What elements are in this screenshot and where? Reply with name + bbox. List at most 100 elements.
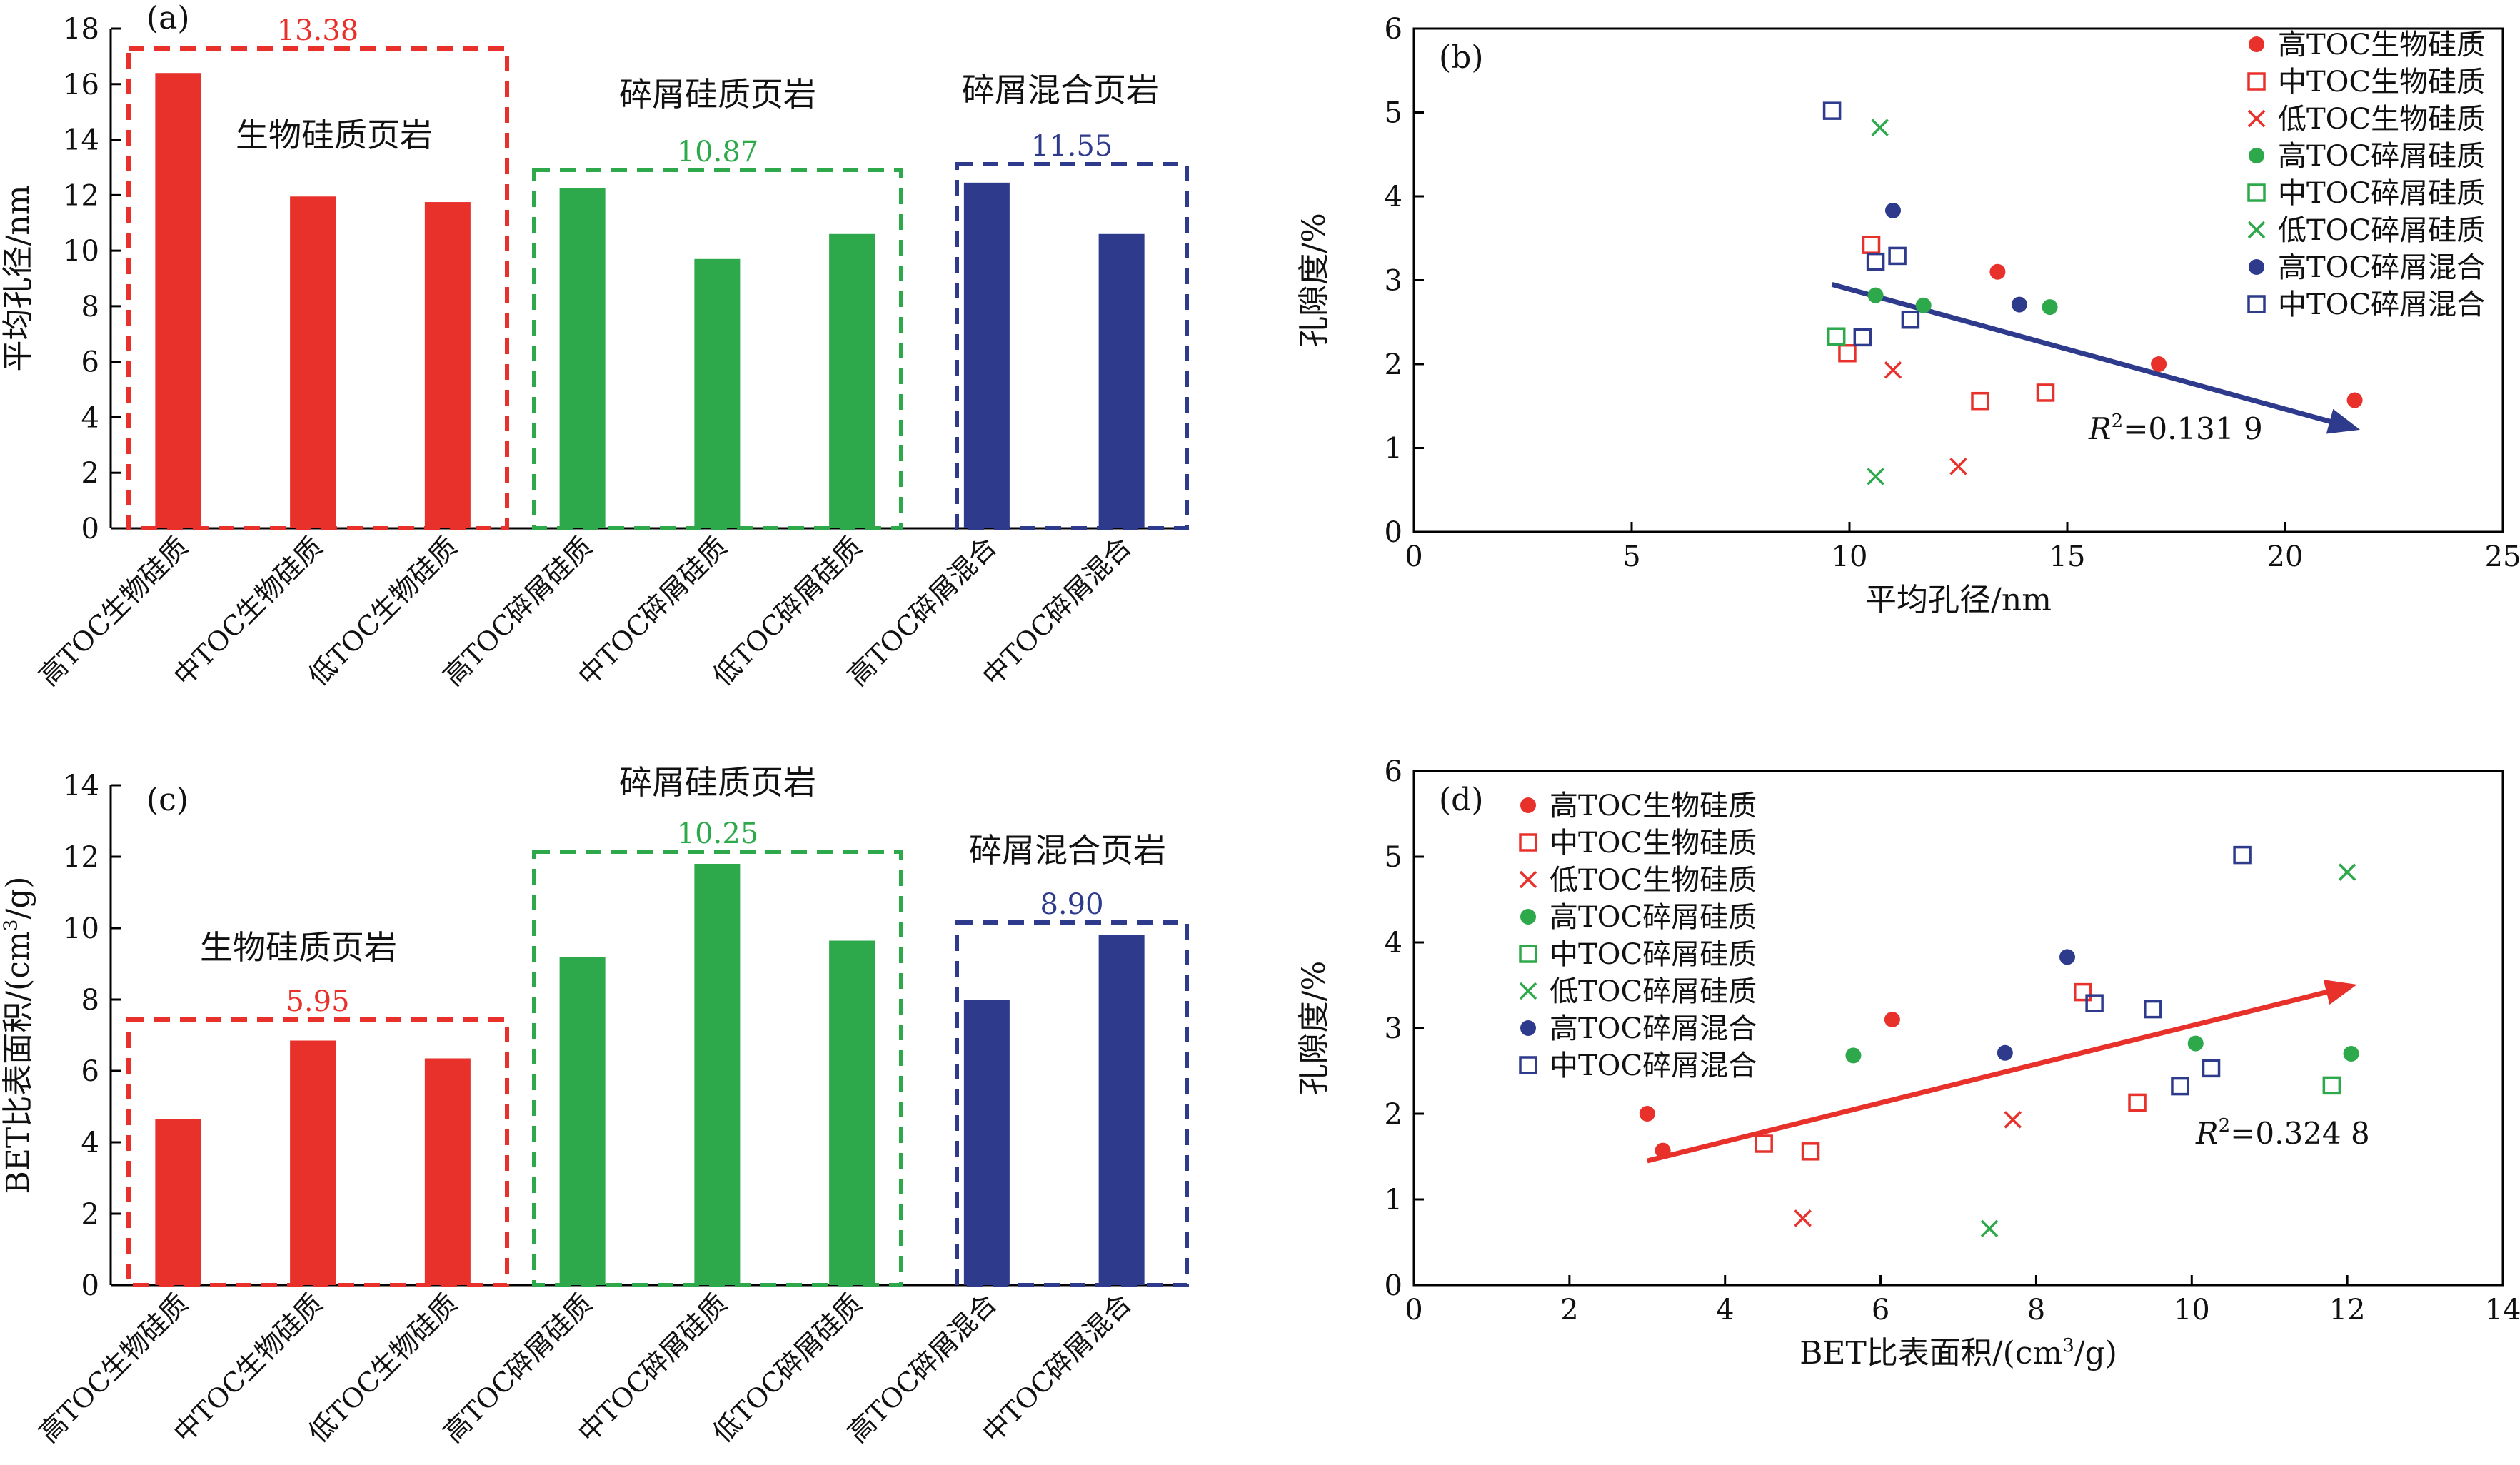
data-point [2202, 1059, 2221, 1078]
data-point [1997, 1044, 2013, 1061]
x-tick-label: 5 [1622, 540, 1640, 573]
panel-label: (c) [146, 782, 189, 818]
data-point-stroke [2004, 1111, 2022, 1129]
group-box [126, 1017, 509, 1287]
data-point [2346, 392, 2363, 408]
y-tick-label: 6 [81, 1055, 99, 1088]
group-box [126, 46, 509, 530]
r-squared-annotation: R2=0.324 8 [2195, 1115, 2370, 1151]
trend-line [1646, 985, 2348, 1164]
group-average-label: 10.87 [677, 136, 759, 168]
data-point [1884, 1012, 1900, 1027]
legend-marker [2247, 72, 2266, 91]
legend-label: 低TOC生物硅质 [1550, 864, 1757, 897]
legend-marker [2249, 148, 2264, 163]
y-tick-label: 14 [63, 124, 99, 157]
legend-marker [2247, 295, 2266, 313]
r-squared-annotation: R2=0.131 9 [2088, 411, 2263, 446]
legend-marker-stroke [2247, 109, 2266, 128]
data-point [1801, 1142, 1820, 1161]
group-average-label: 13.38 [277, 14, 359, 47]
x-tick-label: 2 [1560, 1294, 1578, 1326]
data-point [2343, 1046, 2359, 1062]
data-point [1989, 263, 2006, 280]
y-tick-label: 6 [1385, 13, 1402, 46]
data-point [2004, 1111, 2022, 1129]
data-point-stroke [1867, 468, 1884, 485]
legend-label: 高TOC生物硅质 [2278, 29, 2485, 61]
y-tick-label: 3 [1385, 265, 1402, 298]
data-point [2059, 949, 2075, 965]
legend-marker [2247, 221, 2266, 239]
legend-label: 中TOC碎屑混合 [1550, 1049, 1757, 1082]
y-tick-label: 10 [63, 235, 99, 268]
data-point [2042, 299, 2058, 316]
bar-c [829, 940, 875, 1285]
data-point [1867, 468, 1884, 485]
group-name-label: 生物硅质页岩 [200, 928, 397, 967]
legend-label: 高TOC碎屑混合 [1550, 1012, 1757, 1045]
y-tick-label: 0 [1385, 516, 1402, 549]
x-tick-label: 10 [1832, 540, 1868, 573]
data-point-stroke [1884, 361, 1902, 379]
y-tick-label: 1 [1385, 433, 1402, 465]
y-tick-label: 6 [1385, 755, 1402, 788]
data-point [1888, 246, 1907, 266]
legend-label: 高TOC碎屑硅质 [2278, 140, 2485, 173]
y-tick-label: 2 [1385, 348, 1402, 381]
panel-label: (a) [146, 0, 190, 36]
legend-label: 低TOC生物硅质 [2278, 103, 2485, 136]
y-axis-label: 孔隙度/% [1296, 213, 1332, 348]
x-tick-label: 0 [1405, 540, 1422, 573]
x-axis-label: BET比表面积/(cm3/g) [1799, 1335, 2117, 1371]
x-tick-label: 25 [2485, 540, 2520, 573]
bar-a [155, 73, 201, 528]
legend-marker [2249, 36, 2264, 52]
group-average-label: 11.55 [1031, 130, 1113, 163]
legend-label: 高TOC碎屑硅质 [1550, 901, 1757, 934]
x-tick-label: 6 [1872, 1294, 1889, 1326]
y-tick-label: 2 [81, 1198, 99, 1231]
y-tick-label: 1 [1385, 1184, 1402, 1217]
data-point [1794, 1209, 1812, 1227]
trend-arrowhead [2323, 980, 2357, 1005]
bar-c [155, 1119, 201, 1285]
y-tick-label: 18 [63, 13, 99, 46]
y-axis-label: 孔隙度/% [1296, 961, 1332, 1096]
legend-marker-stroke [1519, 982, 1537, 1000]
group-name-label: 碎屑硅质页岩 [619, 763, 816, 802]
y-tick-label: 16 [63, 69, 99, 101]
bar-a [963, 182, 1010, 529]
data-point [1915, 297, 1932, 313]
data-point-stroke [1871, 119, 1889, 136]
x-tick-label: 8 [2027, 1294, 2045, 1326]
data-point-stroke [1949, 458, 1967, 475]
legend-marker [1519, 870, 1537, 889]
legend-marker [2247, 109, 2266, 128]
data-point [1885, 202, 1901, 218]
x-tick-label: 15 [2049, 540, 2086, 573]
legend-marker [2247, 183, 2266, 202]
y-tick-label: 12 [63, 841, 99, 874]
group-box [532, 168, 903, 530]
data-point [1827, 327, 1846, 346]
legend-marker [1519, 982, 1537, 1000]
legend-label: 中TOC碎屑硅质 [1550, 938, 1757, 971]
panel-label: (b) [1439, 39, 1484, 76]
group-average-label: 8.90 [1040, 888, 1103, 921]
legend-marker [1520, 1020, 1536, 1036]
data-point [1867, 287, 1884, 303]
y-tick-label: 4 [1385, 927, 1402, 960]
bar-a [829, 233, 875, 528]
legend-marker [1519, 1056, 1537, 1074]
legend-marker [2249, 259, 2264, 275]
data-point-stroke [1980, 1219, 1999, 1238]
group-box [955, 162, 1189, 530]
y-tick-label: 8 [81, 984, 99, 1017]
group-box [532, 850, 903, 1287]
y-tick-label: 10 [63, 912, 99, 945]
y-axis-label: BET比表面积/(cm3/g) [0, 876, 36, 1194]
data-point [2338, 863, 2356, 881]
data-point [2322, 1076, 2341, 1095]
panel-label: (d) [1439, 782, 1484, 818]
